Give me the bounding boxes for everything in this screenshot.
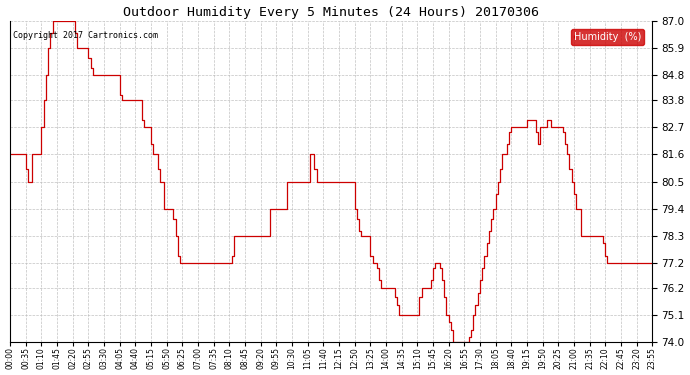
Legend: Humidity  (%): Humidity (%) <box>571 29 644 45</box>
Title: Outdoor Humidity Every 5 Minutes (24 Hours) 20170306: Outdoor Humidity Every 5 Minutes (24 Hou… <box>123 6 539 18</box>
Text: Copyright 2017 Cartronics.com: Copyright 2017 Cartronics.com <box>13 31 158 40</box>
